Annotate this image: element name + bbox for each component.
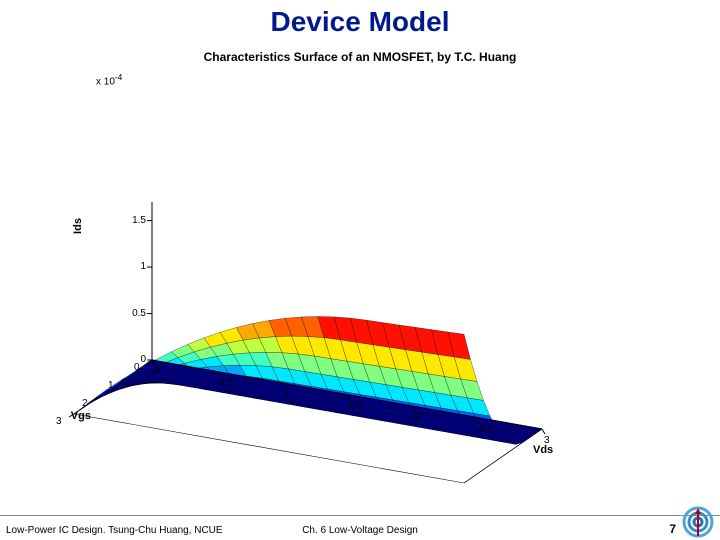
footer-page-number: 7 [669,522,676,536]
surface-plot [60,50,660,490]
slide-footer: Low-Power IC Design. Tsung-Chu Huang, NC… [0,515,720,540]
y-axis-label: Vgs [71,410,91,422]
slide-title: Device Model [0,6,720,38]
z-tick-label: 0.5 [116,308,146,319]
chart-container: Characteristics Surface of an NMOSFET, b… [60,50,660,490]
z-tick-label: 1 [116,261,146,272]
x-tick-label: 1 [284,389,290,400]
y-tick-label: 2 [82,398,88,409]
x-tick-label: 2.5 [479,424,493,435]
x-tick-label: 1.5 [349,401,363,412]
y-tick-label: 0 [134,362,140,373]
footer-logo-icon [682,506,714,538]
y-tick-label: 3 [56,416,62,427]
x-tick-label: 3 [544,435,550,446]
z-tick-label: 1.5 [116,215,146,226]
x-tick-label: 0.5 [219,378,233,389]
x-tick-label: 2 [414,412,420,423]
z-tick-label: 0 [116,354,146,365]
x-tick-label: 0 [154,366,160,377]
footer-center-text: Ch. 6 Low-Voltage Design [0,525,720,536]
y-tick-label: 1 [108,380,114,391]
z-axis-label: Ids [72,218,84,234]
